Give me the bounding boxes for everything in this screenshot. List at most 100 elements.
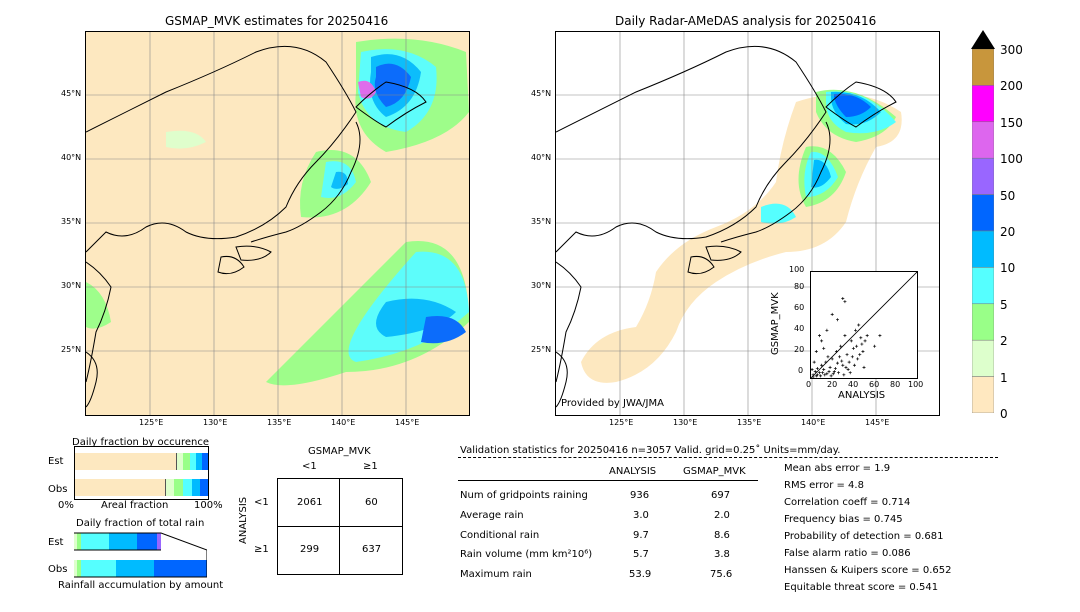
scatter-xtick: 40	[848, 380, 859, 389]
scatter-point	[820, 363, 824, 367]
credit-text: Provided by JWA/JMA	[561, 398, 664, 409]
colorbar-label: 200	[1000, 79, 1023, 94]
scatter-point	[814, 350, 818, 353]
scatter-point	[824, 360, 828, 364]
colorbar-label: 150	[1000, 115, 1023, 130]
scatter-point	[843, 334, 847, 338]
scatter-point	[861, 350, 865, 353]
colorbar-label: 2	[1000, 334, 1008, 349]
colorbar-segment	[972, 230, 994, 268]
scatter-xtick: 60	[869, 380, 880, 389]
right-lon-label: 135°E	[737, 418, 762, 427]
scatter-point	[839, 344, 843, 348]
contingency-col-label: <1	[302, 461, 317, 472]
right-map-title: Daily Radar-AMeDAS analysis for 20250416	[615, 14, 877, 28]
scatter-xtick: 20	[827, 380, 838, 389]
right-analysis-area	[581, 89, 902, 383]
occurrence-axis-left: 0%	[58, 500, 74, 511]
scatter-point	[843, 300, 847, 304]
scatter-point	[811, 368, 814, 372]
validation-row-analysis: 9.7	[633, 530, 649, 541]
right-lon-label: 130°E	[673, 418, 698, 427]
score-line: Equitable threat score = 0.541	[784, 582, 939, 593]
scatter-point	[829, 374, 833, 378]
colorbar-segment	[972, 121, 994, 159]
validation-row-label: Rain volume (mm km²10⁶)	[460, 549, 593, 560]
right-lat-label: 25°N	[531, 345, 552, 354]
total-rain-row-label: Obs	[48, 564, 68, 575]
score-line: RMS error = 4.8	[784, 480, 864, 491]
scatter-point	[832, 370, 836, 374]
scatter-ytick: 20	[794, 345, 805, 354]
scatter-point	[836, 361, 839, 365]
contingency-table: 2061 60 299 637	[277, 478, 403, 575]
right-lat-label: 40°N	[531, 153, 552, 162]
right-lat-label: 30°N	[531, 281, 552, 290]
colorbar-label: 10	[1000, 261, 1016, 276]
total-rain-title: Daily fraction of total rain	[76, 518, 205, 529]
score-line: Correlation coeff = 0.714	[784, 497, 911, 508]
scatter-point	[862, 365, 866, 369]
scatter-point	[821, 371, 825, 375]
total-rain-frame	[74, 530, 207, 578]
score-line: Mean abs error = 1.9	[784, 463, 891, 474]
scatter-point	[820, 339, 824, 343]
scatter-point	[823, 373, 827, 377]
score-line: Hanssen & Kuipers score = 0.652	[784, 565, 952, 576]
scatter-point	[854, 328, 858, 332]
contingency-row-label: ≥1	[254, 544, 269, 555]
validation-col-gsmap: GSMAP_MVK	[683, 466, 746, 477]
occurrence-row-label: Obs	[48, 484, 68, 495]
scatter-xtick: 80	[890, 380, 901, 389]
scatter-point	[856, 357, 860, 361]
contingency-cell: 299	[300, 544, 320, 555]
right-map: Provided by JWA/JMA	[555, 31, 940, 416]
colorbar-label: 5	[1000, 297, 1008, 312]
scatter-diagonal	[811, 272, 917, 378]
left-lon-label: 135°E	[267, 418, 292, 427]
left-lat-label: 45°N	[61, 89, 82, 98]
scatter-point	[836, 318, 839, 322]
left-coastline	[86, 45, 427, 408]
validation-divider	[458, 457, 998, 458]
scatter-point	[840, 359, 844, 363]
validation-row-label: Maximum rain	[460, 569, 532, 580]
score-line: False alarm ratio = 0.086	[784, 548, 911, 559]
left-lat-label: 40°N	[61, 153, 82, 162]
validation-row-gsmap: 2.0	[714, 510, 730, 521]
colorbar-segment	[972, 267, 994, 305]
right-lat-label: 45°N	[531, 89, 552, 98]
occurrence-title: Daily fraction by occurence	[72, 437, 210, 448]
colorbar-label: 100	[1000, 152, 1023, 167]
scatter-point	[817, 334, 821, 338]
contingency-cell: 637	[362, 544, 382, 555]
scatter-point	[822, 368, 826, 372]
scatter-point	[841, 363, 845, 367]
left-lon-label: 145°E	[395, 418, 420, 427]
total-rain-bar-est	[74, 533, 161, 550]
scatter-point	[822, 346, 826, 350]
scatter-point	[860, 342, 864, 346]
occurrence-axis-right: 100%	[194, 500, 223, 511]
colorbar-arrow-icon	[971, 30, 995, 49]
occurrence-bar-est	[75, 453, 208, 470]
contingency-title: GSMAP_MVK	[308, 446, 371, 457]
scatter-point	[850, 355, 854, 359]
validation-col-analysis: ANALYSIS	[609, 466, 657, 477]
scatter-point	[858, 353, 862, 357]
occurrence-row-label: Est	[48, 456, 64, 467]
scatter-point	[863, 339, 867, 343]
occurrence-frame	[74, 446, 209, 500]
scatter-point	[849, 339, 853, 343]
colorbar-label: 0	[1000, 407, 1008, 421]
colorbar-segment	[972, 339, 994, 377]
scatter-point	[865, 334, 869, 338]
validation-row-label: Conditional rain	[460, 530, 540, 541]
right-lon-label: 140°E	[801, 418, 826, 427]
contingency-row-axis: ANALYSIS	[238, 496, 249, 544]
colorbar-label: 1	[1000, 370, 1008, 385]
scatter-point	[827, 370, 831, 374]
left-rain-field	[86, 38, 469, 386]
right-lon-label: 125°E	[609, 418, 634, 427]
scatter-point	[812, 360, 816, 364]
